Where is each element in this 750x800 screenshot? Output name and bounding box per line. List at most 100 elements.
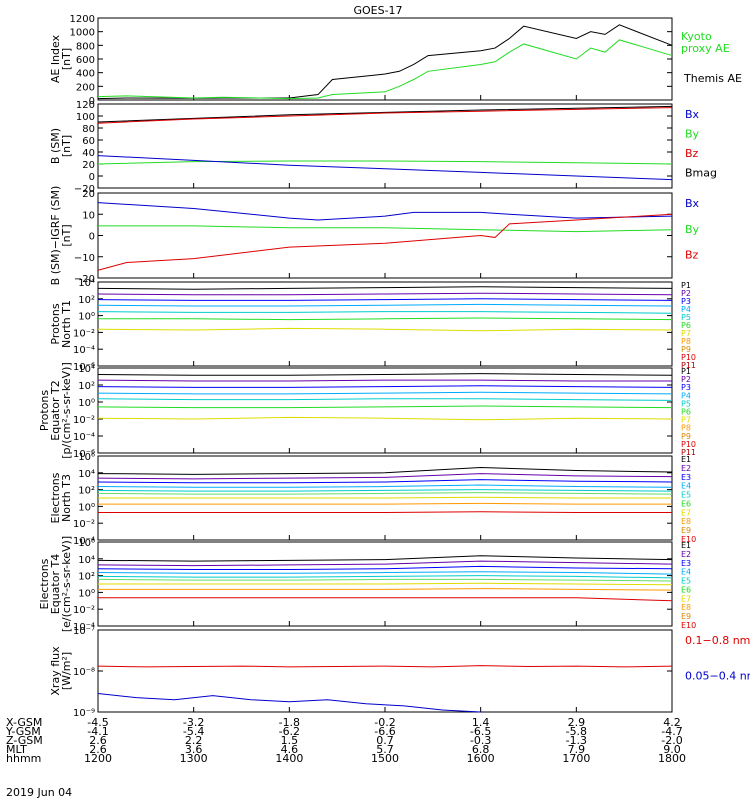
- legend-label: P1: [681, 367, 691, 376]
- legend-label: E5: [681, 577, 691, 586]
- series-line: [97, 379, 672, 382]
- panel-frame: [97, 103, 673, 189]
- panel-3: 20 10 0 −10 −20 B (SM)−IGRF (SM)[nT] Bx By Bz: [49, 186, 700, 286]
- date-label: 2019 Jun 04: [6, 786, 72, 799]
- y-tick-label: 10⁰: [78, 398, 95, 409]
- series-line: [97, 398, 673, 401]
- x-axis-row-label: X-GSM: [6, 716, 42, 729]
- series-line: [97, 555, 673, 562]
- x-axis-value: -6.6: [374, 725, 395, 738]
- series-line: [98, 511, 672, 514]
- legend-label: P3: [681, 383, 691, 392]
- y-tick-label: 10⁻⁴: [73, 345, 95, 356]
- series-line: [97, 578, 673, 582]
- y-axis-label: Electrons: [49, 472, 62, 523]
- x-axis-row-label: hhmm: [6, 752, 41, 765]
- legend-label: P8: [681, 337, 691, 346]
- y-tick-label: 120: [76, 100, 95, 111]
- legend-label: P5: [681, 313, 691, 322]
- legend-label: 0.1−0.8 nm: [685, 634, 750, 647]
- y-tick-label: 10⁻⁶: [73, 362, 95, 373]
- x-axis-value: -5.4: [183, 725, 204, 738]
- x-axis-table: X-GSMY-GSMZ-GSMMLThhmm-4.5-4.12.62.61200…: [5, 716, 686, 765]
- legend-label: 0.05−0.4 nm: [685, 670, 750, 683]
- legend-label: P6: [681, 321, 691, 330]
- legend-label: E8: [681, 517, 691, 526]
- y-tick-label: 600: [76, 55, 95, 66]
- legend-label: E5: [681, 491, 691, 500]
- y-axis-label: Protons: [38, 390, 51, 431]
- y-tick-label: 10⁻²: [73, 605, 95, 616]
- legend-label: Bx: [685, 108, 700, 121]
- legend-label: P5: [681, 399, 691, 408]
- x-axis-value: -1.3: [566, 734, 587, 747]
- series-line: [97, 202, 673, 221]
- series-line: [98, 225, 673, 233]
- legend-label: E2: [681, 464, 691, 473]
- panel-frame: [97, 192, 673, 279]
- y-tick-label: 20: [82, 189, 95, 200]
- plot-title: GOES-17: [353, 4, 402, 17]
- x-axis-value: -4.5: [87, 716, 108, 729]
- x-axis-value: 3.6: [185, 743, 203, 756]
- y-axis-label: Protons: [49, 303, 62, 344]
- x-axis-value: -5.8: [566, 725, 587, 738]
- series-line: [97, 24, 673, 100]
- y-tick-label: 100: [76, 112, 95, 123]
- series-line: [98, 496, 672, 499]
- y-axis-label: Equator T2: [49, 380, 62, 440]
- y-axis-label: [e/(cm²-s-sr-keV)]: [60, 536, 73, 632]
- x-axis-row-label: Y-GSM: [5, 725, 41, 738]
- series-line: [97, 575, 673, 579]
- x-axis-value: 1600: [467, 752, 495, 765]
- series-line: [97, 39, 673, 100]
- y-axis-label: Xray flux: [49, 646, 62, 696]
- legend-label: E9: [681, 612, 691, 621]
- series-line: [97, 155, 673, 181]
- legend-label: P6: [681, 408, 691, 417]
- series-line: [97, 479, 673, 484]
- y-tick-label: 10²: [78, 572, 95, 583]
- legend-label: E10: [681, 621, 696, 630]
- legend-label: E9: [681, 526, 691, 535]
- legend-label: P9: [681, 432, 691, 441]
- series-line: [97, 303, 673, 307]
- legend-label: Bx: [685, 197, 700, 210]
- y-axis-label: [W/m²]: [60, 652, 73, 690]
- y-tick-label: 10⁰: [78, 312, 95, 323]
- x-axis-value: 2.6: [89, 734, 107, 747]
- legend-label: P1: [681, 281, 691, 290]
- legend-label: P2: [681, 289, 691, 298]
- y-axis-label: Equator T4: [49, 554, 62, 614]
- x-axis-value: 4.6: [281, 743, 299, 756]
- series-line: [97, 693, 481, 713]
- x-axis-value: -3.2: [183, 716, 204, 729]
- y-axis-label: [nT]: [60, 224, 73, 246]
- series-line: [98, 317, 673, 321]
- legend-label: Themis AE: [683, 72, 742, 85]
- y-tick-label: 0: [89, 232, 95, 243]
- y-tick-label: 10: [82, 210, 95, 221]
- panel-frame: [97, 629, 673, 713]
- series-line: [97, 416, 673, 421]
- y-tick-label: 400: [76, 69, 95, 80]
- legend-label: Kyoto: [681, 30, 712, 43]
- x-axis-value: 4.2: [663, 716, 681, 729]
- legend-label: E4: [681, 568, 691, 577]
- legend-label: P7: [681, 329, 691, 338]
- series-line: [97, 571, 673, 575]
- legend-label: E6: [681, 585, 691, 594]
- x-axis-value: 1200: [84, 752, 112, 765]
- x-axis-value: -1.8: [279, 716, 300, 729]
- y-tick-label: 20: [82, 160, 95, 171]
- legend-label: P9: [681, 345, 691, 354]
- legend-label: By: [685, 223, 700, 236]
- y-axis-label: [nT]: [60, 135, 73, 157]
- legend-label: P4: [681, 391, 691, 400]
- x-axis-value: 6.8: [472, 743, 490, 756]
- x-axis-value: 0.7: [376, 734, 394, 747]
- legend-label: E3: [681, 559, 691, 568]
- y-tick-label: 10⁰: [78, 588, 95, 599]
